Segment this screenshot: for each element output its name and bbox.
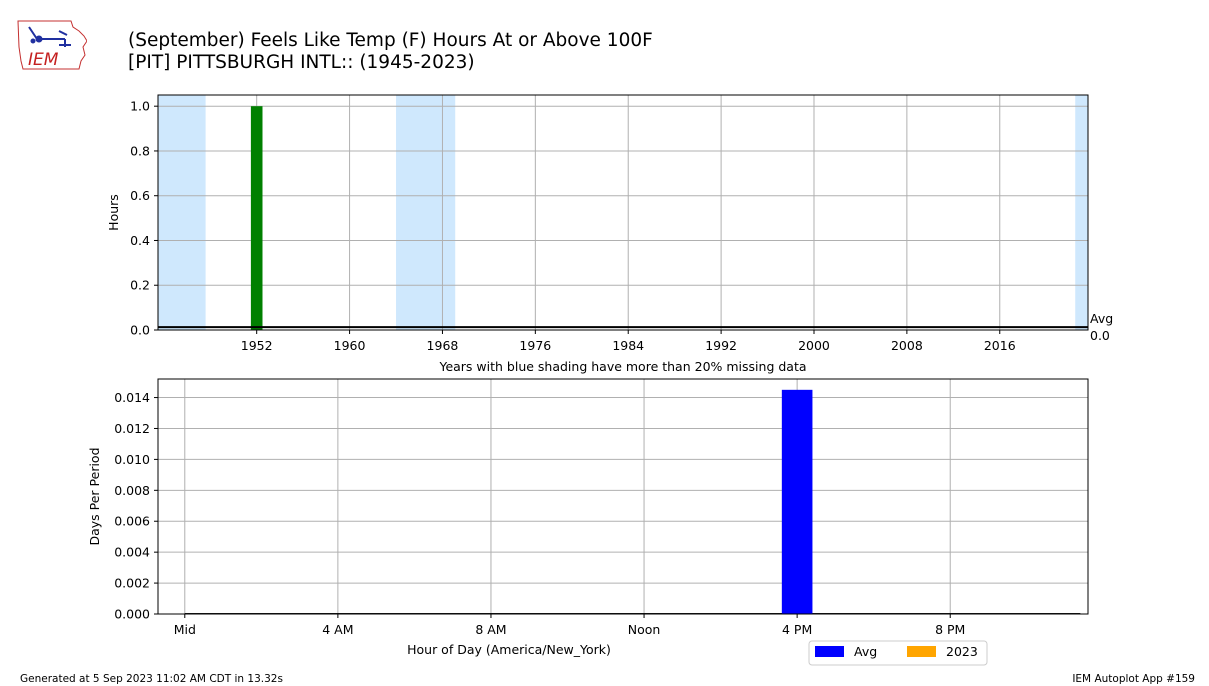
legend-swatch-2023	[907, 646, 936, 657]
bottom-x-tick-label: 8 PM	[935, 622, 965, 637]
legend-box	[808, 640, 988, 666]
top-y-tick-label: 0.6	[130, 188, 150, 203]
bottom-y-tick-label: 0.008	[114, 483, 150, 498]
top-y-tick-label: 0.4	[130, 233, 150, 248]
top-y-axis-label: Hours	[106, 194, 121, 231]
missing-data-shading	[396, 95, 456, 330]
iem-logo: IEM	[17, 20, 87, 70]
average-line-value: 0.0	[1090, 328, 1110, 343]
top-y-tick-label: 0.8	[130, 143, 150, 158]
bottom-x-axis-label: Hour of Day (America/New_York)	[407, 642, 611, 657]
bottom-x-tick-label: 8 AM	[475, 622, 506, 637]
bottom-x-tick-label: 4 AM	[322, 622, 353, 637]
missing-data-shading	[1075, 95, 1088, 330]
weather-station-icon	[28, 26, 71, 47]
top-x-tick-label: 2008	[891, 338, 923, 353]
bottom-y-tick-label: 0.000	[114, 607, 150, 622]
bottom-y-axis-label: Days Per Period	[87, 447, 102, 545]
bottom-x-tick-label: Mid	[174, 622, 196, 637]
chart-title-line-1: (September) Feels Like Temp (F) Hours At…	[128, 30, 653, 51]
top-y-tick-label: 0.2	[130, 278, 150, 293]
top-x-tick-label: 1952	[241, 338, 273, 353]
top-y-tick-label: 1.0	[130, 99, 150, 114]
bottom-plot-frame	[157, 378, 1089, 615]
top-x-tick-label: 2016	[984, 338, 1016, 353]
top-x-tick-label: 1976	[519, 338, 551, 353]
bottom-y-tick-label: 0.012	[114, 421, 150, 436]
top-x-tick-label: 1968	[427, 338, 459, 353]
top-x-tick-label: 1960	[334, 338, 366, 353]
top-x-axis-label: Years with blue shading have more than 2…	[438, 359, 806, 374]
missing-data-shading	[158, 95, 206, 330]
legend-label-Avg: Avg	[854, 644, 877, 659]
bottom-y-tick-label: 0.006	[114, 514, 150, 529]
chart-title-line-2: [PIT] PITTSBURGH INTL:: (1945-2023)	[128, 52, 475, 73]
top-x-tick-label: 2000	[798, 338, 830, 353]
legend-swatch-Avg	[815, 646, 844, 657]
bottom-y-tick-label: 0.010	[114, 452, 150, 467]
top-x-tick-label: 1992	[705, 338, 737, 353]
top-x-tick-label: 1984	[612, 338, 644, 353]
bottom-y-tick-label: 0.004	[114, 545, 150, 560]
top-y-tick-label: 0.0	[130, 323, 150, 338]
iowa-state-outline	[17, 20, 87, 70]
legend-label-2023: 2023	[946, 644, 978, 659]
bottom-x-tick-label: 4 PM	[782, 622, 812, 637]
hours-bar-1952	[250, 106, 263, 330]
footer-generated: Generated at 5 Sep 2023 11:02 AM CDT in …	[20, 673, 283, 685]
hourly-bar-Avg-16	[781, 389, 813, 614]
logo-text: IEM	[28, 50, 59, 70]
bottom-y-tick-label: 0.014	[114, 390, 150, 405]
bottom-y-tick-label: 0.002	[114, 576, 150, 591]
average-line-label: Avg	[1090, 311, 1113, 326]
top-plot-frame	[157, 94, 1089, 331]
footer-app-id: IEM Autoplot App #159	[1072, 673, 1195, 685]
bottom-x-tick-label: Noon	[628, 622, 661, 637]
